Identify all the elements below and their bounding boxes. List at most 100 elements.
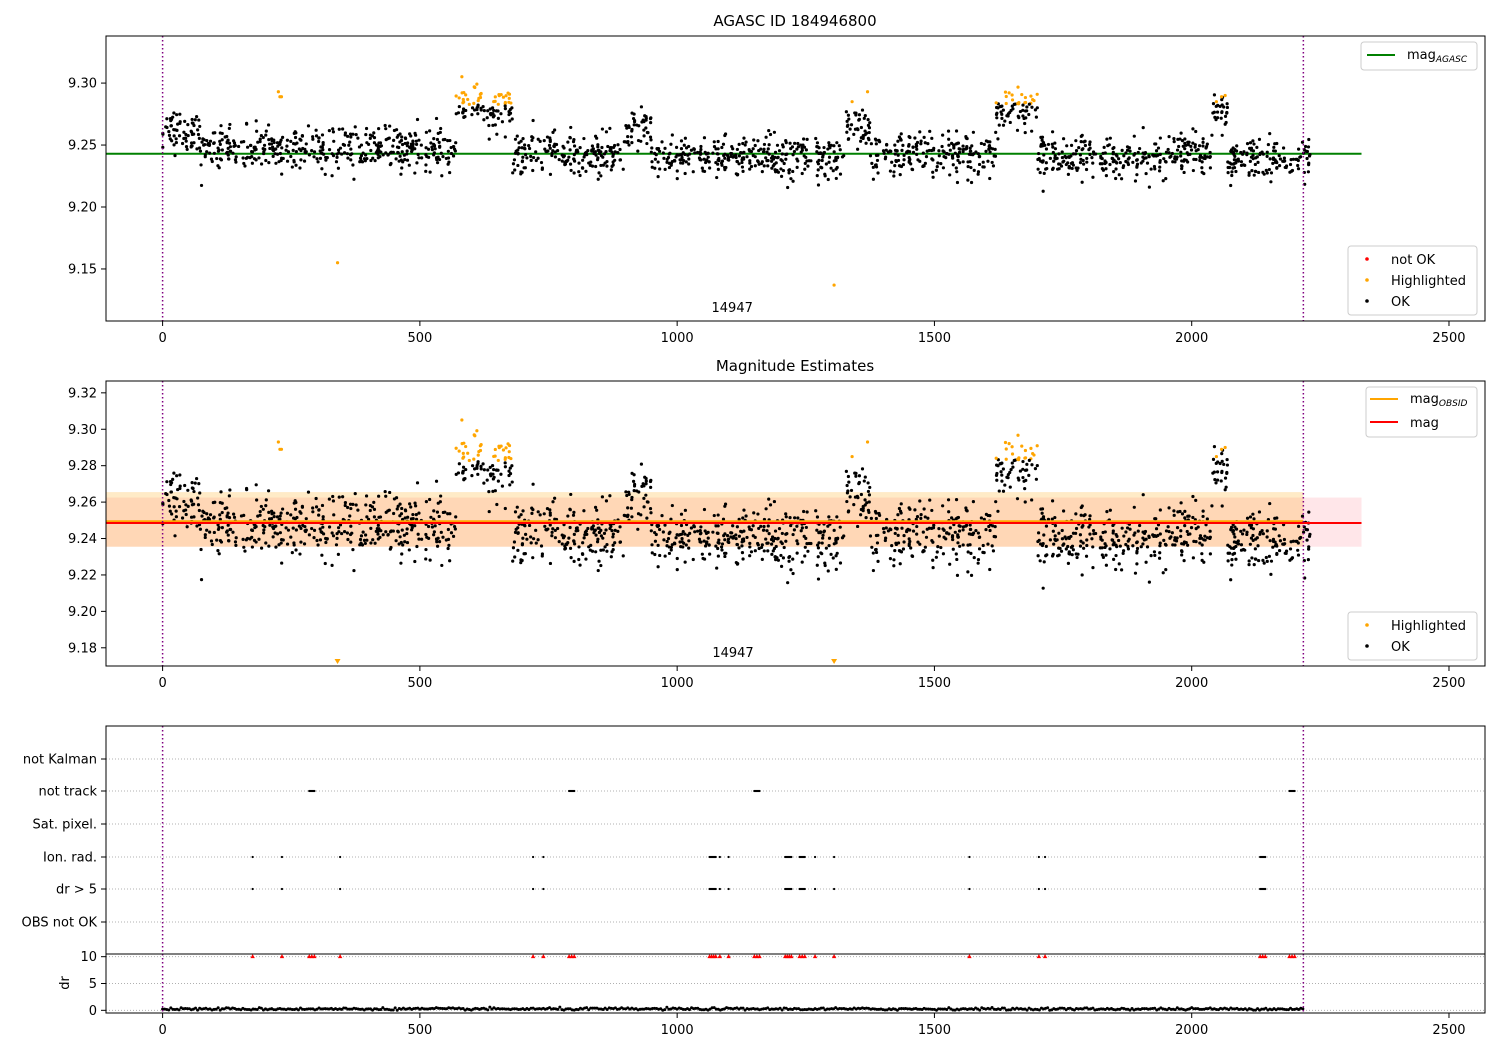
ok-point	[259, 133, 263, 138]
ok-point	[712, 140, 716, 144]
ok-point	[531, 556, 535, 560]
ok-point	[584, 529, 588, 533]
ok-point	[827, 160, 831, 164]
ok-point	[293, 507, 298, 511]
ok-point	[1174, 539, 1179, 543]
ok-point	[667, 551, 672, 556]
ok-point	[1100, 546, 1104, 550]
ok-point	[397, 145, 401, 150]
ok-point	[548, 513, 552, 517]
ok-point	[169, 117, 174, 121]
ok-point	[1027, 473, 1031, 477]
ok-point	[253, 145, 257, 149]
highlighted-point	[496, 102, 500, 106]
ok-point	[475, 107, 479, 111]
ok-point	[376, 523, 380, 527]
ok-point	[784, 141, 788, 145]
ok-point	[400, 150, 404, 154]
ok-point	[553, 517, 557, 521]
ok-point	[267, 161, 271, 165]
ok-point	[845, 130, 849, 134]
ok-point	[384, 138, 388, 142]
ok-point	[432, 509, 436, 513]
ok-point	[172, 111, 176, 115]
ok-point	[594, 550, 598, 554]
ok-point	[859, 139, 863, 143]
ok-point	[955, 573, 960, 577]
ok-point	[312, 528, 317, 532]
ok-point	[330, 174, 334, 178]
ok-point	[950, 516, 954, 520]
ok-point	[1256, 160, 1260, 164]
highlighted-point	[460, 91, 464, 95]
ok-point	[1158, 152, 1162, 156]
ok-point	[930, 136, 934, 140]
ok-point	[784, 515, 788, 519]
flag-event-point	[251, 887, 254, 891]
ok-point	[553, 128, 557, 132]
ok-point	[1088, 514, 1092, 518]
ok-point	[751, 153, 755, 158]
out-of-range-marker	[334, 659, 341, 664]
ok-point	[1081, 541, 1085, 545]
ok-point	[1085, 538, 1089, 542]
ok-point	[1053, 147, 1058, 151]
ok-point	[1008, 120, 1012, 125]
ok-point	[1101, 555, 1106, 560]
ok-point	[765, 159, 769, 163]
ok-point	[996, 464, 1000, 468]
ok-point	[403, 158, 407, 162]
ok-point	[988, 176, 992, 181]
ok-point	[306, 490, 311, 494]
ok-point	[433, 524, 437, 528]
ok-point	[553, 142, 557, 146]
ok-point	[702, 539, 706, 543]
ok-point	[190, 486, 194, 490]
ok-point	[967, 152, 971, 156]
flag-event-point	[1037, 887, 1040, 891]
dr-point	[194, 1006, 198, 1010]
ok-point	[1156, 146, 1161, 150]
ok-point	[581, 552, 585, 556]
dr-tick-label: 0	[89, 1004, 97, 1019]
ok-point	[964, 506, 968, 510]
ok-point	[1111, 160, 1115, 164]
ok-point	[590, 549, 595, 553]
ok-point	[1023, 109, 1028, 113]
ok-point	[645, 500, 649, 504]
legend-marker-ok	[1365, 299, 1369, 303]
highlighted-point	[501, 448, 506, 452]
ok-point	[669, 548, 673, 552]
ok-point	[424, 500, 429, 504]
ok-point	[369, 158, 373, 163]
flag-event-point	[1043, 887, 1047, 891]
ok-point	[278, 151, 282, 156]
ok-point	[958, 161, 962, 165]
ok-point	[1177, 144, 1181, 149]
ok-point	[1296, 163, 1300, 168]
ok-point	[1090, 156, 1094, 160]
y-tick-label: 9.24	[68, 532, 97, 547]
ok-point	[1265, 559, 1269, 563]
ok-point	[464, 467, 468, 472]
ok-point	[500, 484, 505, 488]
ok-point	[267, 138, 271, 142]
ok-point	[849, 488, 854, 493]
ok-point	[911, 150, 916, 154]
ok-point	[1172, 509, 1176, 513]
legend-label-mag-agasc: magAGASC	[1407, 48, 1468, 65]
dr-point	[988, 1007, 992, 1011]
ok-point	[1114, 543, 1118, 547]
ok-point	[773, 150, 778, 154]
dr-point	[778, 1006, 782, 1010]
ok-point	[1230, 170, 1234, 174]
ok-point	[653, 530, 657, 535]
ok-point	[866, 123, 871, 127]
ok-point	[931, 558, 935, 562]
ok-point	[362, 157, 367, 161]
ok-point	[956, 158, 960, 162]
ok-point	[1100, 553, 1104, 557]
ok-point	[476, 472, 480, 476]
ok-point	[273, 152, 277, 156]
ok-point	[683, 136, 687, 140]
